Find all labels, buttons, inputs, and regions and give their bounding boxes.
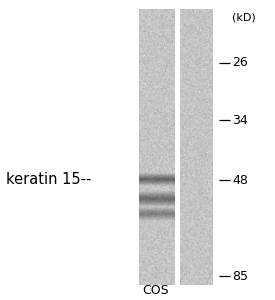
Text: keratin 15--: keratin 15-- xyxy=(6,172,91,188)
Text: 85: 85 xyxy=(232,269,248,283)
Text: COS: COS xyxy=(142,284,169,298)
Text: (kD): (kD) xyxy=(232,13,256,23)
Text: 48: 48 xyxy=(232,173,248,187)
Text: 34: 34 xyxy=(232,113,248,127)
Text: 26: 26 xyxy=(232,56,248,70)
